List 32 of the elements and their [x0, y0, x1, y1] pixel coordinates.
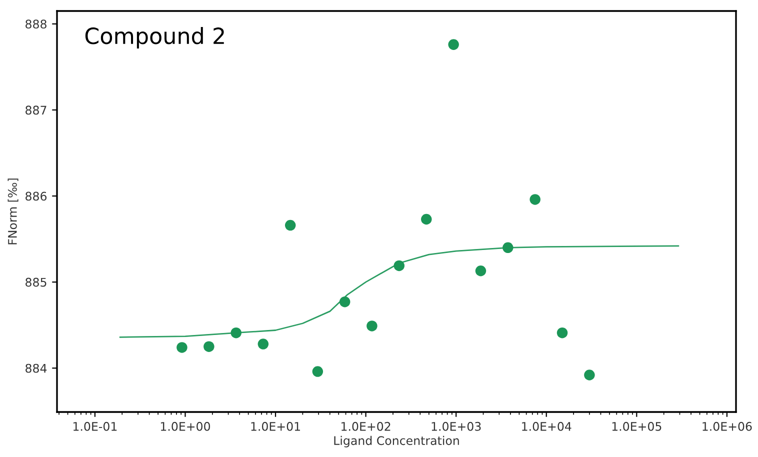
point [448, 39, 459, 50]
y-tick-label: 887 [26, 106, 46, 115]
text: Compound 2 [85, 27, 224, 49]
x-tick-label: 1.0E+04 [522, 422, 572, 431]
x-tick-label: 1.0E-01 [73, 422, 117, 431]
point [530, 194, 540, 205]
point [584, 370, 595, 380]
point [475, 265, 486, 276]
y-tick-label: 886 [26, 192, 47, 201]
y-tick-label: 884 [26, 364, 47, 373]
point [176, 342, 188, 353]
y-tick-label: 885 [26, 278, 46, 287]
x-tick-label: 1.0E+03 [432, 422, 481, 431]
x-tick-label: 1.0E+01 [251, 422, 300, 431]
point [258, 338, 269, 350]
x-tick-label: 1.0E+05 [612, 422, 662, 431]
point [204, 341, 214, 352]
point [312, 366, 324, 377]
y-axis-title: FNorm [‰] [8, 178, 18, 244]
point [394, 260, 405, 272]
point [556, 327, 568, 338]
x-tick-label: 1.0E+06 [702, 422, 752, 431]
point [339, 296, 350, 308]
x-axis-title: Ligand Concentration [334, 436, 459, 448]
x-tick-label: 1.0E+00 [160, 422, 210, 431]
point [230, 327, 242, 338]
point [366, 320, 378, 332]
point [502, 242, 514, 254]
y-tick-label: 888 [26, 20, 46, 29]
point [284, 220, 296, 231]
point [421, 214, 432, 225]
x-tick-label: 1.0E+02 [342, 422, 390, 431]
